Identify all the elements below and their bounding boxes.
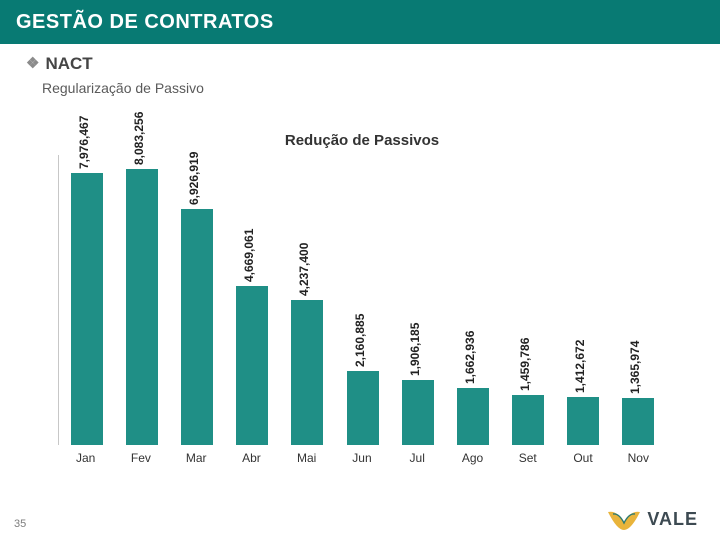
chart-xaxis: JanFevMarAbrMaiJunJulAgoSetOutNov (58, 451, 666, 465)
chart-title: Redução de Passivos (58, 132, 666, 149)
chart-bar: 6,926,919 (181, 209, 213, 445)
brand-logo-text: VALE (647, 509, 698, 530)
chart-bar-slot: 4,669,061 (225, 155, 280, 445)
chart-bar: 1,459,786 (512, 395, 544, 445)
chart-xaxis-tick: Jun (334, 451, 389, 465)
chart-xaxis-tick: Jul (390, 451, 445, 465)
chart-bar-value: 1,459,786 (518, 338, 532, 391)
section-subheading: Regularização de Passivo (0, 76, 720, 102)
chart-bars: 7,976,467 8,083,256 6,926,919 4,669,061 4,23… (59, 155, 666, 445)
chart-bar: 1,906,185 (402, 380, 434, 445)
title-band: GESTÃO DE CONTRATOS (0, 0, 720, 44)
chart-bar-value: 2,160,885 (353, 314, 367, 367)
chart-xaxis-tick: Fev (113, 451, 168, 465)
chart-xaxis-tick: Mai (279, 451, 334, 465)
slide: GESTÃO DE CONTRATOS ❖ NACT Regularização … (0, 0, 720, 540)
chart-bar-value: 6,926,919 (187, 151, 201, 204)
chart-bar-value: 1,365,974 (628, 341, 642, 394)
chart-xaxis-tick: Mar (169, 451, 224, 465)
chart-bar-slot: 1,412,672 (556, 155, 611, 445)
chart-bar-value: 1,906,185 (408, 323, 422, 376)
chart-bar-slot: 6,926,919 (169, 155, 224, 445)
chart-bar-slot: 8,083,256 (114, 155, 169, 445)
chart-bar-slot: 7,976,467 (59, 155, 114, 445)
chart-bar-value: 4,237,400 (297, 243, 311, 296)
chart-bar-slot: 1,662,936 (445, 155, 500, 445)
chart-bar: 7,976,467 (71, 173, 103, 445)
page-number: 35 (14, 518, 26, 530)
chart-bar: 4,669,061 (236, 286, 268, 445)
chart-xaxis-tick: Abr (224, 451, 279, 465)
chart-bar-slot: 1,906,185 (390, 155, 445, 445)
chart-xaxis-tick: Jan (58, 451, 113, 465)
chart-bar-slot: 1,459,786 (501, 155, 556, 445)
chart-bar: 1,662,936 (457, 388, 489, 445)
bullet-icon: ❖ (26, 55, 39, 72)
chart-plot: 7,976,467 8,083,256 6,926,919 4,669,061 4,23… (58, 155, 666, 445)
chart-bar: 2,160,885 (347, 371, 379, 445)
chart-xaxis-tick: Ago (445, 451, 500, 465)
chart-bar-value: 1,662,936 (463, 331, 477, 384)
chart-bar: 1,412,672 (567, 397, 599, 445)
chart-bar-slot: 4,237,400 (280, 155, 335, 445)
chart-bar: 4,237,400 (291, 300, 323, 445)
page-title: GESTÃO DE CONTRATOS (16, 11, 274, 34)
section-heading: ❖ NACT (0, 44, 720, 76)
chart-bar-value: 4,669,061 (242, 228, 256, 281)
chart-xaxis-tick: Out (555, 451, 610, 465)
vale-v-icon (607, 508, 641, 530)
brand-logo: VALE (607, 508, 698, 530)
chart: Redução de Passivos 7,976,467 8,083,256 6,… (58, 132, 666, 468)
chart-bar-value: 7,976,467 (77, 115, 91, 168)
chart-bar-slot: 2,160,885 (335, 155, 390, 445)
section-heading-text: NACT (45, 54, 92, 73)
chart-bar: 1,365,974 (622, 398, 654, 445)
chart-xaxis-tick: Nov (611, 451, 666, 465)
chart-bar-value: 8,083,256 (132, 112, 146, 165)
chart-bar-slot: 1,365,974 (611, 155, 666, 445)
chart-xaxis-tick: Set (500, 451, 555, 465)
chart-bar-value: 1,412,672 (573, 339, 587, 392)
chart-bar: 8,083,256 (126, 169, 158, 445)
